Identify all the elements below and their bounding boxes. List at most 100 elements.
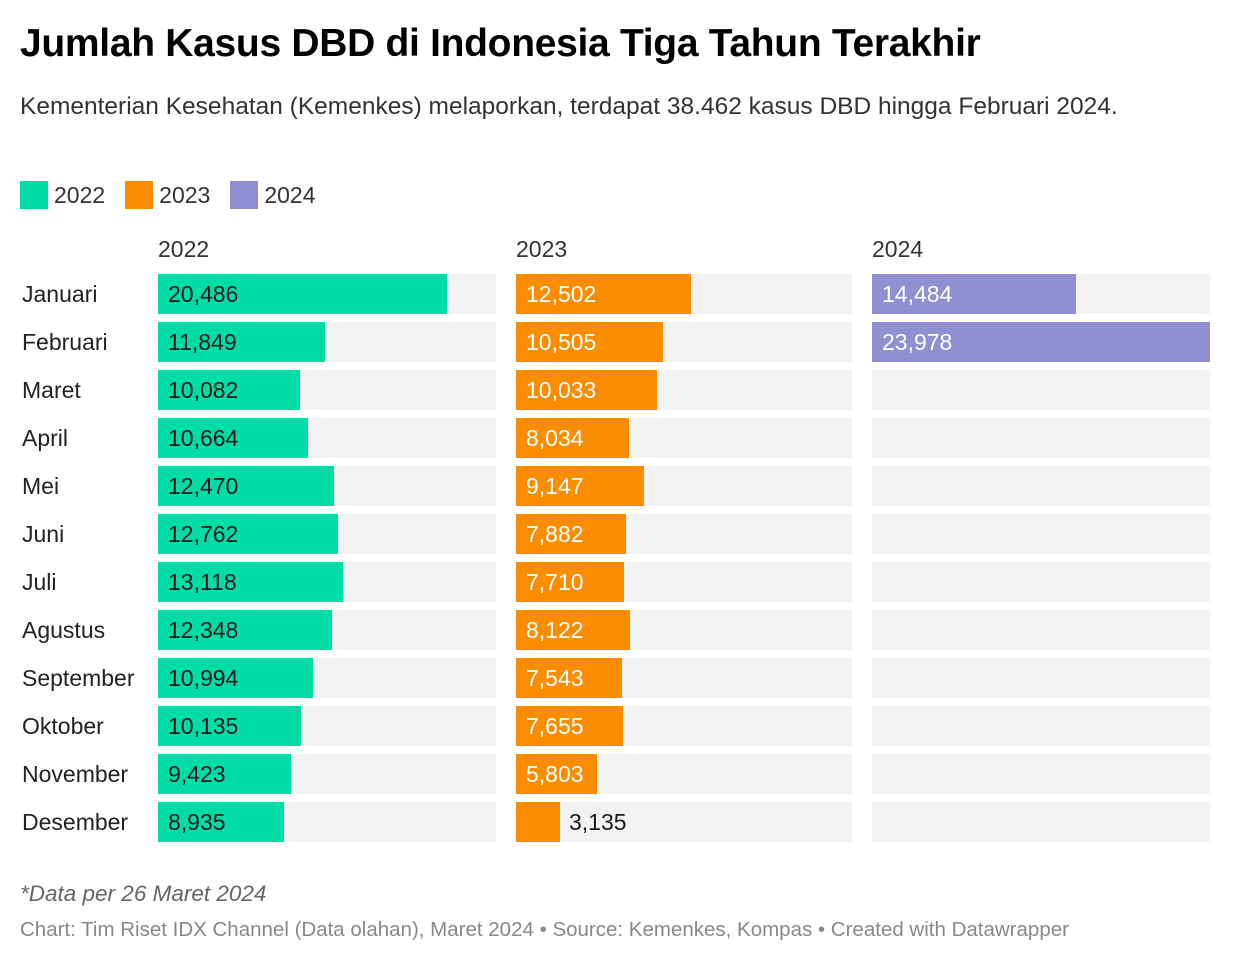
bar-2022-agustus [158,610,332,650]
bar-2023-november [516,754,597,794]
bar-2022-november [158,754,291,794]
month-label-september: September [22,665,135,691]
bar-2023-mei [516,466,644,506]
chart-subtitle: Kementerian Kesehatan (Kemenkes) melapor… [20,93,1118,120]
bar-value-2023-januari: 12,502 [526,281,597,307]
bar-track-2024-oktober [872,706,1210,746]
bar-track-2023-september: 7,543 [516,658,852,698]
bar-2023-agustus [516,610,630,650]
bar-value-2022-maret: 10,082 [168,377,239,403]
bar-track-2023-juli: 7,710 [516,562,852,602]
bar-value-2023-november: 5,803 [526,761,584,787]
bar-track-2024-mei [872,466,1210,506]
bar-track-2023-april: 8,034 [516,418,852,458]
bar-2022-oktober [158,706,301,746]
month-label-juni: Juni [22,521,65,547]
bar-2022-februari [158,322,325,362]
bar-2023-maret [516,370,657,410]
bar-2023-oktober [516,706,623,746]
bar-2022-mei [158,466,334,506]
bar-2023-januari [516,274,691,314]
month-label-april: April [22,425,69,451]
bar-track-2022-maret: 10,082 [158,370,496,410]
month-label-agustus: Agustus [22,617,106,643]
bar-value-2022-februari: 11,849 [168,329,237,355]
bar-track-2024-juni [872,514,1210,554]
legend-item-2022: 2022 [20,181,105,209]
legend-label-2022: 2022 [54,181,106,208]
bar-value-2022-november: 9,423 [168,761,226,787]
bar-value-2023-mei: 9,147 [526,473,584,499]
bar-2022-september [158,658,313,698]
bar-track-2022-mei: 12,470 [158,466,496,506]
bar-track-2023-februari: 10,505 [516,322,852,362]
bar-2022-juni [158,514,338,554]
bar-track-2024-maret [872,370,1210,410]
column-header-2023: 2023 [516,236,568,262]
bar-2022-desember [158,802,284,842]
bar-track-2023-januari: 12,502 [516,274,852,314]
bar-track-2022-september: 10,994 [158,658,496,698]
bar-value-2023-desember: 3,135 [569,809,627,835]
legend-label-2023: 2023 [159,181,211,208]
bar-track-2023-agustus: 8,122 [516,610,852,650]
bar-2023-desember [516,802,560,842]
bar-track-2022-desember: 8,935 [158,802,496,842]
legend-item-2023: 2023 [125,181,210,209]
bar-2022-april [158,418,308,458]
bar-value-2022-mei: 12,470 [168,473,239,499]
bar-value-2022-desember: 8,935 [168,809,226,835]
bar-value-2023-oktober: 7,655 [526,713,584,739]
bar-track-2022-oktober: 10,135 [158,706,496,746]
chart-title: Jumlah Kasus DBD di Indonesia Tiga Tahun… [20,22,981,65]
bar-2023-juli [516,562,624,602]
bar-value-2022-juli: 13,118 [168,569,237,595]
bar-2022-maret [158,370,300,410]
bar-track-2024-september [872,658,1210,698]
bar-value-2022-januari: 20,486 [168,281,239,307]
month-label-mei: Mei [22,473,60,499]
legend-swatch-2023 [125,181,154,209]
legend-swatch-2024 [230,181,259,209]
bar-value-2023-september: 7,543 [526,665,584,691]
bar-value-2022-agustus: 12,348 [168,617,239,643]
bar-2024-februari [872,322,1210,362]
bar-track-2024-juli [872,562,1210,602]
bar-2023-februari [516,322,663,362]
bar-track-2024-februari: 23,978 [872,322,1210,362]
legend-swatch-2022 [20,181,48,209]
bar-2023-juni [516,514,626,554]
bar-track-2022-juni: 12,762 [158,514,496,554]
bar-track-2023-mei: 9,147 [516,466,852,506]
data-note: *Data per 26 Maret 2024 [20,881,267,906]
bar-value-2023-juli: 7,710 [526,569,584,595]
bar-track-2022-agustus: 12,348 [158,610,496,650]
bar-value-2023-maret: 10,033 [526,377,597,403]
bar-2023-april [516,418,629,458]
bar-2022-januari [158,274,447,314]
bar-track-2023-juni: 7,882 [516,514,852,554]
bar-value-2023-agustus: 8,122 [526,617,584,643]
column-header-2024: 2024 [872,236,924,262]
chart-footer: Chart: Tim Riset IDX Channel (Data olaha… [20,918,1069,941]
bar-value-2022-september: 10,994 [168,665,239,691]
legend-label-2024: 2024 [264,181,316,208]
month-label-januari: Januari [22,281,98,307]
legend: 2022 2023 2024 [20,180,336,210]
bar-track-2022-februari: 11,849 [158,322,496,362]
bar-track-2024-november [872,754,1210,794]
bar-track-2022-april: 10,664 [158,418,496,458]
month-label-oktober: Oktober [22,713,104,739]
bar-value-2022-april: 10,664 [168,425,239,451]
bar-track-2024-agustus [872,610,1210,650]
month-label-juli: Juli [22,569,57,595]
bar-track-2022-januari: 20,486 [158,274,496,314]
bar-2024-januari [872,274,1076,314]
bar-track-2023-oktober: 7,655 [516,706,852,746]
bar-track-2024-desember [872,802,1210,842]
bar-value-2023-juni: 7,882 [526,521,584,547]
bar-value-2022-juni: 12,762 [168,521,239,547]
bar-value-2024-januari: 14,484 [882,281,953,307]
bar-2022-juli [158,562,343,602]
month-label-november: November [22,761,129,787]
